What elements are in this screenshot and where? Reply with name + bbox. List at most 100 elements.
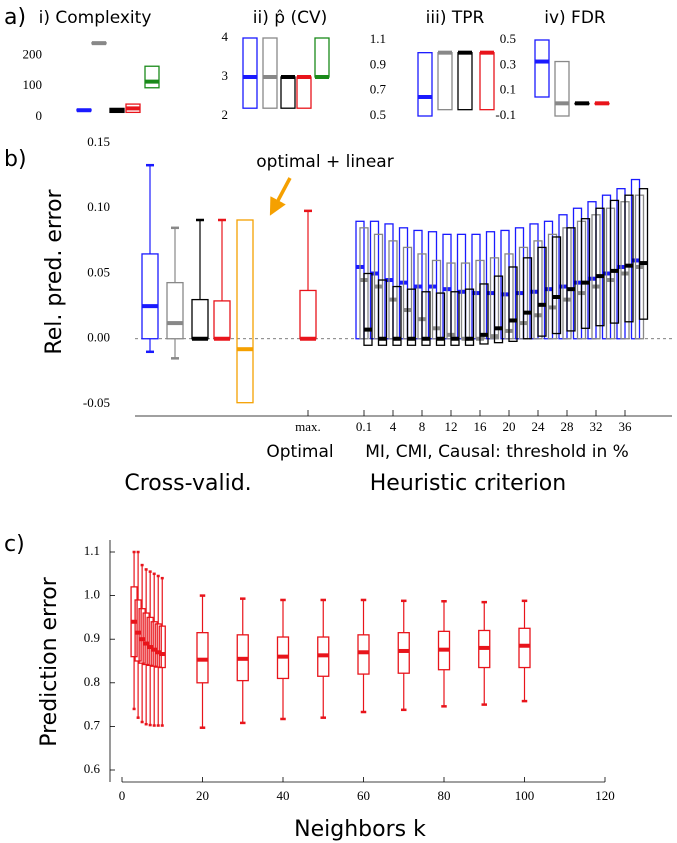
annotation-arrow bbox=[269, 177, 292, 216]
box bbox=[142, 612, 150, 666]
x-tick-label: 32 bbox=[590, 419, 603, 434]
x-tick-label: 36 bbox=[619, 419, 633, 434]
x-tick-label: 20 bbox=[196, 788, 209, 803]
x-tick-label: 0.1 bbox=[356, 419, 372, 434]
box bbox=[479, 283, 489, 345]
y-tick-label: 0.15 bbox=[87, 134, 110, 149]
box bbox=[547, 233, 558, 340]
y-tick-label: 0.5 bbox=[370, 107, 386, 122]
x-tick-label: 80 bbox=[438, 788, 451, 803]
box bbox=[479, 52, 495, 111]
box bbox=[417, 52, 433, 117]
box bbox=[580, 218, 591, 329]
box bbox=[437, 52, 453, 111]
box bbox=[166, 281, 184, 340]
box bbox=[533, 240, 543, 340]
y-tick-label: 0.7 bbox=[370, 82, 387, 97]
box bbox=[551, 236, 562, 335]
x-tick-label: 24 bbox=[532, 419, 546, 434]
box bbox=[508, 266, 518, 343]
y-tick-label: 1.0 bbox=[84, 587, 100, 602]
box bbox=[609, 199, 620, 324]
x-tick-label: 120 bbox=[595, 788, 615, 803]
box bbox=[554, 60, 570, 117]
box bbox=[213, 300, 231, 340]
box bbox=[638, 188, 649, 320]
box bbox=[363, 272, 373, 346]
optimal-tick: max. bbox=[295, 419, 321, 434]
box bbox=[134, 599, 142, 662]
box bbox=[150, 621, 158, 667]
y-tick-label: 0.05 bbox=[87, 264, 110, 279]
chart-title: i) Complexity bbox=[39, 8, 152, 28]
chart-title: ii) p̂ (CV) bbox=[253, 8, 327, 28]
box bbox=[624, 194, 634, 323]
y-tick-label: 0.00 bbox=[87, 330, 110, 345]
box bbox=[158, 625, 166, 669]
y-tick-label: 0.5 bbox=[500, 31, 516, 46]
x-tick-label: 0 bbox=[119, 788, 126, 803]
panel-label: b) bbox=[4, 147, 27, 172]
box bbox=[144, 65, 160, 89]
x-tick-label: 16 bbox=[474, 419, 488, 434]
group-label: Cross-valid. bbox=[124, 471, 251, 496]
y-tick-label: 200 bbox=[23, 46, 43, 61]
box bbox=[236, 219, 254, 404]
box bbox=[314, 37, 330, 78]
box bbox=[357, 634, 370, 675]
box bbox=[154, 623, 162, 668]
y-tick-label: 3 bbox=[222, 68, 229, 83]
x-tick-label: 8 bbox=[419, 419, 426, 434]
annotation: optimal + linear bbox=[256, 152, 393, 172]
y-tick-label: 0.9 bbox=[370, 56, 386, 71]
threshold-label: MI, CMI, Causal: threshold in % bbox=[365, 442, 629, 462]
box bbox=[457, 52, 473, 111]
box bbox=[296, 76, 312, 109]
box bbox=[450, 291, 460, 346]
chart-title: iii) TPR bbox=[426, 8, 485, 28]
box bbox=[141, 253, 159, 340]
box bbox=[242, 37, 258, 109]
y-tick-label: 0.7 bbox=[84, 717, 101, 732]
box bbox=[406, 288, 417, 346]
x-tick-label: 60 bbox=[357, 788, 370, 803]
box bbox=[534, 39, 550, 98]
y-tick-label: 1.1 bbox=[84, 543, 100, 558]
box bbox=[566, 227, 576, 332]
optimal-label: Optimal bbox=[266, 442, 333, 462]
y-tick-label: 0.10 bbox=[87, 199, 110, 214]
box bbox=[299, 289, 317, 340]
box bbox=[146, 616, 154, 667]
y-axis-label: Rel. pred. error bbox=[42, 188, 67, 354]
box bbox=[522, 257, 533, 340]
y-tick-label: 4 bbox=[222, 29, 229, 44]
x-axis-label: Neighbors k bbox=[294, 817, 426, 842]
panel-label: c) bbox=[4, 532, 25, 557]
x-tick-label: 12 bbox=[445, 419, 458, 434]
y-tick-label: 2 bbox=[222, 107, 229, 122]
x-tick-label: 100 bbox=[515, 788, 535, 803]
y-tick-label: 0.9 bbox=[84, 630, 100, 645]
y-tick-label: 0 bbox=[36, 108, 43, 123]
y-tick-label: 1.1 bbox=[370, 31, 386, 46]
chart-title: iv) FDR bbox=[544, 8, 606, 28]
x-tick-label: 40 bbox=[277, 788, 290, 803]
x-tick-label: 20 bbox=[503, 419, 516, 434]
box bbox=[537, 246, 547, 337]
box bbox=[518, 627, 531, 669]
y-axis-label: Prediction error bbox=[37, 576, 62, 746]
box bbox=[262, 37, 278, 109]
box bbox=[138, 608, 146, 664]
box bbox=[493, 275, 504, 344]
group-label: Heuristic criterion bbox=[370, 471, 566, 496]
y-tick-label: 0.1 bbox=[500, 82, 516, 97]
x-tick-label: 4 bbox=[390, 419, 397, 434]
box bbox=[435, 292, 446, 346]
y-tick-label: 0.3 bbox=[500, 56, 516, 71]
x-tick-label: 28 bbox=[561, 419, 574, 434]
y-tick-label: 100 bbox=[23, 77, 43, 92]
y-tick-label: 0.6 bbox=[84, 761, 101, 776]
y-tick-label: 0.8 bbox=[84, 674, 100, 689]
box bbox=[595, 207, 605, 327]
